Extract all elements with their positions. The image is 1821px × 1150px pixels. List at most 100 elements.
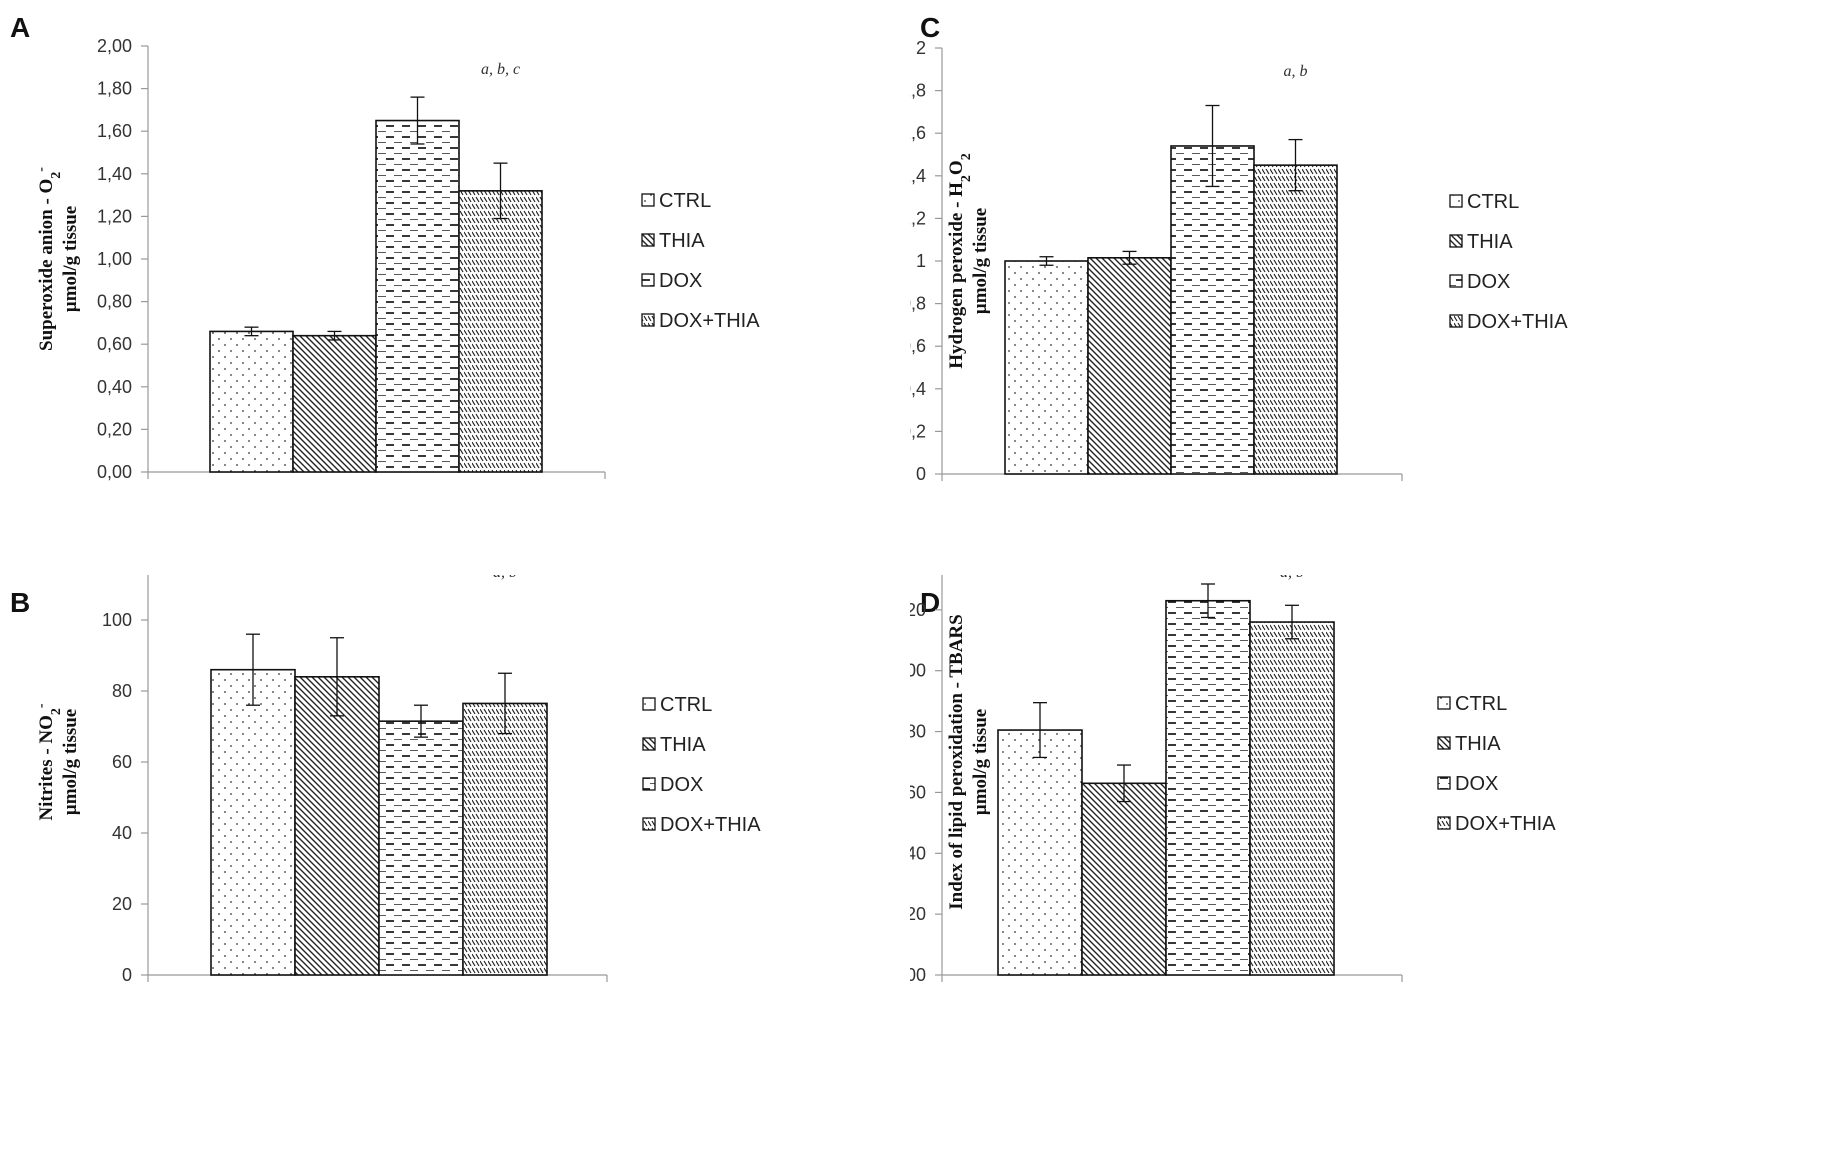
y-tick-label: 0,4: [910, 379, 926, 399]
bar-ctrl: [997, 729, 1083, 976]
legend-swatch: [1437, 816, 1451, 830]
legend-label: CTRL: [1455, 693, 1507, 715]
legend-swatch: [641, 233, 655, 247]
legend-label: DOX+THIA: [660, 814, 761, 836]
y-tick-label: 0,80: [97, 292, 132, 312]
legend-label: THIA: [659, 230, 705, 252]
y-tick-label: 0,60: [910, 782, 926, 802]
bar-ctrl: [210, 668, 296, 976]
chart-b: 020406080100120a, bCTRLTHIADOXDOX+THIANi…: [34, 575, 761, 985]
legend-label: DOX: [1467, 271, 1510, 293]
legend-swatch: [1449, 194, 1463, 208]
panel-letter: C: [920, 12, 941, 43]
significance-annotation: a, b: [1284, 63, 1308, 80]
legend-label: CTRL: [659, 190, 711, 212]
legend-swatch: [641, 313, 655, 327]
y-tick-label: 1,00: [97, 249, 132, 269]
y-axis-label: Index of lipid peroxidation - TBARS µmol/…: [946, 614, 991, 909]
legend-swatch: [1449, 274, 1463, 288]
y-tick-label: 0,40: [910, 843, 926, 863]
y-tick-label: 0: [122, 965, 132, 985]
legend-label: THIA: [1467, 231, 1513, 253]
legend-label: DOX: [660, 774, 703, 796]
y-axis-label-line1: Hydrogen peroxide - H2O2: [946, 153, 974, 368]
y-axis-label-line2: µmol/g tissue: [60, 206, 81, 312]
y-tick-label: 0,80: [910, 722, 926, 742]
y-tick-label: 2,00: [97, 36, 132, 56]
y-axis-label-line1: Superoxide anion - O2-: [34, 167, 64, 351]
bar-dox: [378, 720, 464, 976]
y-tick-label: 1,20: [97, 206, 132, 226]
y-tick-label: 0,00: [910, 965, 926, 985]
panel-d: D 0,000,200,400,600,801,001,201,40a, bCT…: [910, 575, 1820, 1150]
legend-swatch: [642, 777, 656, 791]
bar-thia: [294, 676, 380, 976]
bar-dox: [1170, 145, 1255, 475]
legend-swatch: [1437, 696, 1451, 710]
y-tick-label: 1,2: [910, 208, 926, 228]
y-axis-label-line2: µmol/g tissue: [970, 709, 991, 815]
y-tick-label: 80: [112, 681, 132, 701]
y-axis-label-line1: Index of lipid peroxidation - TBARS: [946, 614, 967, 909]
panel-letter: B: [10, 587, 31, 618]
y-axis-label-line2: µmol/g tissue: [60, 709, 81, 815]
bar-thia: [1087, 257, 1172, 475]
y-tick-label: 0,6: [910, 336, 926, 356]
legend-label: DOX: [1455, 773, 1498, 795]
chart-d: 0,000,200,400,600,801,001,201,40a, bCTRL…: [910, 575, 1556, 985]
legend-label: CTRL: [660, 694, 712, 716]
bar-dox: [375, 119, 460, 473]
legend-swatch: [642, 817, 656, 831]
y-tick-label: 100: [102, 610, 132, 630]
y-tick-label: 0,20: [910, 904, 926, 924]
y-axis-label-line2: µmol/g tissue: [970, 208, 991, 314]
y-tick-label: 1,60: [97, 121, 132, 141]
significance-annotation: a, b: [493, 575, 517, 581]
y-axis-label-line1: Nitrites - NO2-: [34, 703, 64, 821]
chart-c: 0 0,2 0,4 0,6 0,8 1 1,2 1,4 1,6 1,8 2 a, b CTRL THIA D…: [910, 38, 1568, 484]
legend-swatch: [1449, 314, 1463, 328]
panel-a: A 0,00 0,20 0,40 0,60 0,80 1,00 1,20 1,40 1,60 1,…: [0, 0, 910, 575]
bar-dox-thia: [462, 702, 548, 976]
y-tick-label: 2: [916, 38, 926, 58]
y-tick-label: 0,20: [97, 419, 132, 439]
y-tick-label: 1,20: [910, 600, 926, 620]
legend-swatch: [642, 697, 656, 711]
panel-b: B 020406080100120a, bCTRLTHIADOXDOX+THIA…: [0, 575, 910, 1150]
legend-label: DOX+THIA: [1467, 311, 1568, 333]
y-tick-label: 0: [916, 464, 926, 484]
legend-label: THIA: [660, 734, 706, 756]
legend-label: DOX+THIA: [1455, 813, 1556, 835]
bar-dox-thia: [1253, 164, 1338, 475]
legend-swatch: [1449, 234, 1463, 248]
legend-swatch: [641, 193, 655, 207]
legend-label: CTRL: [1467, 191, 1519, 213]
y-tick-label: 1,00: [910, 661, 926, 681]
y-tick-label: 1,40: [97, 164, 132, 184]
legend-label: THIA: [1455, 733, 1501, 755]
y-tick-label: 0,00: [97, 462, 132, 482]
legend-swatch: [1437, 776, 1451, 790]
bar-dox-thia: [1249, 621, 1335, 976]
y-axis-label: Nitrites - NO2-µmol/g tissue: [34, 703, 82, 821]
bar-thia: [292, 334, 377, 473]
panel-c: C 0 0,2 0,4 0,6 0,8 1 1,2 1,4 1,6 1,8 2 a, b CTRL THI…: [910, 0, 1820, 575]
y-tick-label: 1,6: [910, 123, 926, 143]
significance-annotation: a, b, c: [481, 61, 520, 78]
legend-label: DOX+THIA: [659, 310, 760, 332]
bar-ctrl: [209, 330, 294, 473]
y-tick-label: 0,60: [97, 334, 132, 354]
y-tick-label: 1: [916, 251, 926, 271]
y-axis-label: Superoxide anion - O2-µmol/g tissue: [34, 167, 82, 351]
legend-swatch: [641, 273, 655, 287]
y-tick-label: 0,2: [910, 421, 926, 441]
bar-dox-thia: [458, 190, 543, 473]
legend-swatch: [1437, 736, 1451, 750]
y-tick-label: 60: [112, 752, 132, 772]
y-tick-label: 40: [112, 823, 132, 843]
y-tick-label: 1,80: [97, 79, 132, 99]
y-tick-label: 1,4: [910, 166, 926, 186]
legend-swatch: [642, 737, 656, 751]
legend-label: DOX: [659, 270, 702, 292]
